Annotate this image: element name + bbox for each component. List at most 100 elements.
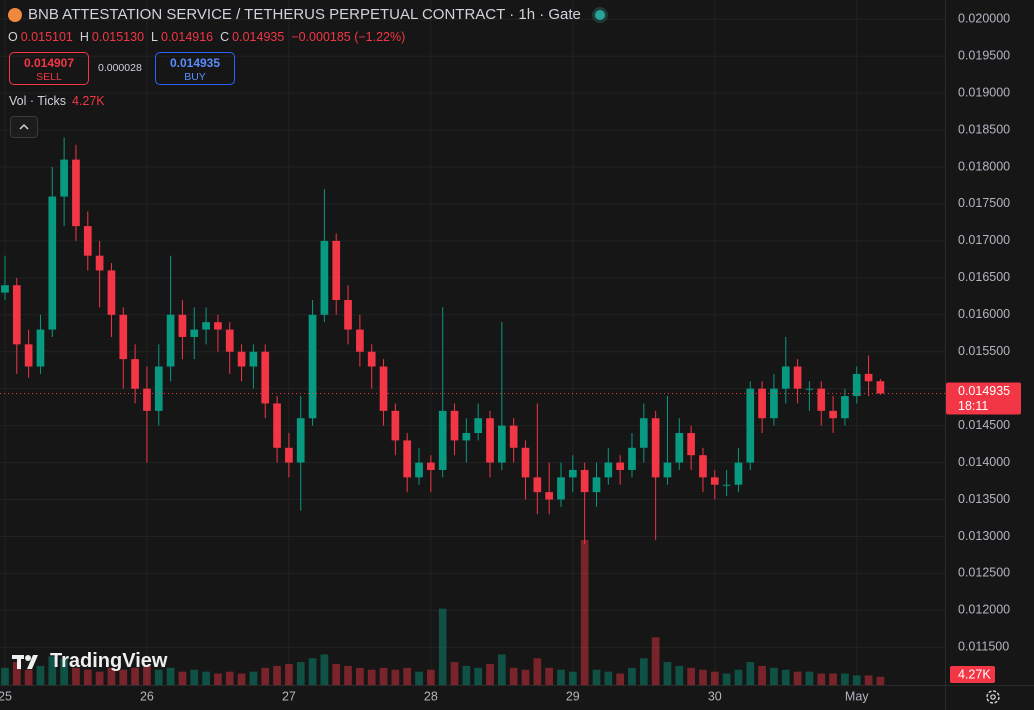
volume-bar bbox=[166, 667, 175, 685]
candle-body bbox=[261, 351, 270, 404]
y-tick-label: 0.018000 bbox=[958, 159, 1010, 173]
candle-body bbox=[95, 255, 104, 271]
volume-bar bbox=[308, 658, 317, 685]
candle-body bbox=[486, 418, 494, 463]
collapse-icon bbox=[19, 123, 29, 130]
volume-bar bbox=[616, 673, 624, 685]
candle-body bbox=[107, 270, 116, 315]
candle-body bbox=[36, 329, 45, 367]
volume-bar bbox=[48, 656, 57, 685]
volume-bar bbox=[687, 667, 695, 685]
volume-bar bbox=[829, 673, 837, 685]
volume-bar bbox=[143, 665, 151, 685]
candle-body bbox=[143, 388, 151, 411]
y-tick-label: 0.020000 bbox=[958, 12, 1010, 26]
candle-body bbox=[722, 484, 731, 486]
volume-bar bbox=[509, 667, 518, 685]
y-tick-label: 0.019000 bbox=[958, 85, 1010, 99]
y-tick-label: 0.012000 bbox=[958, 603, 1010, 617]
y-tick-label: 0.013000 bbox=[958, 529, 1010, 543]
ohlc-key: O bbox=[8, 30, 18, 44]
volume-bar bbox=[604, 671, 613, 685]
volume-bar bbox=[450, 662, 459, 685]
candle-body bbox=[592, 477, 601, 493]
candle-body bbox=[72, 159, 80, 227]
candle-body bbox=[580, 469, 589, 493]
volume-value: 4.27K bbox=[71, 94, 105, 108]
volume-bar bbox=[699, 669, 707, 685]
volume-bar bbox=[427, 669, 435, 685]
volume-bar bbox=[107, 667, 116, 685]
candle-body bbox=[699, 455, 707, 478]
candle-body bbox=[1, 285, 9, 293]
volume-bar bbox=[202, 671, 210, 685]
symbol-title[interactable]: BNB ATTESTATION SERVICE / TETHERUS PERPE… bbox=[28, 6, 581, 23]
volume-bar bbox=[83, 669, 92, 685]
settings-button[interactable] bbox=[986, 690, 1000, 704]
ohlc-key: H bbox=[79, 30, 89, 44]
volume-bar bbox=[60, 658, 68, 685]
buy-button[interactable]: 0.014935 BUY bbox=[155, 52, 235, 85]
volume-bar bbox=[474, 667, 483, 685]
candle-body bbox=[568, 469, 577, 478]
y-tick-label: 0.016500 bbox=[958, 270, 1010, 284]
candle-body bbox=[249, 351, 258, 367]
candle-body bbox=[12, 285, 21, 345]
candle-body bbox=[438, 410, 447, 470]
volume-bar bbox=[580, 540, 589, 685]
countdown: 18:11 bbox=[958, 399, 988, 413]
sell-button[interactable]: 0.014907 SELL bbox=[9, 52, 89, 85]
volume-bar bbox=[651, 637, 660, 685]
y-tick-label: 0.013500 bbox=[958, 492, 1010, 506]
volume-bar bbox=[237, 673, 246, 685]
candle-body bbox=[379, 366, 388, 411]
ohlc-key: L bbox=[151, 30, 158, 44]
volume-bar bbox=[628, 667, 636, 685]
sell-label: SELL bbox=[36, 71, 62, 83]
candle-body bbox=[356, 329, 364, 352]
x-tick-label: 29 bbox=[566, 689, 580, 703]
volume-bar bbox=[592, 669, 601, 685]
candle-body bbox=[509, 425, 518, 448]
candle-body bbox=[663, 462, 672, 478]
collapse-button[interactable] bbox=[10, 116, 38, 138]
candle-body bbox=[190, 329, 199, 337]
candle-body bbox=[497, 425, 506, 463]
x-tick-label: 26 bbox=[140, 689, 154, 703]
status-dot bbox=[594, 9, 605, 20]
candle-body bbox=[474, 418, 483, 434]
volume-bar bbox=[864, 675, 873, 685]
volume-bar bbox=[805, 671, 814, 685]
brand-name: TradingView bbox=[50, 650, 168, 672]
candle-body bbox=[450, 410, 459, 441]
header: BNB ATTESTATION SERVICE / TETHERUS PERPE… bbox=[8, 6, 605, 23]
y-tick-label: 0.012500 bbox=[958, 566, 1010, 580]
ohlc-value: 0.014935 bbox=[232, 30, 285, 44]
volume-bar bbox=[72, 667, 80, 685]
y-tick-label: 0.017500 bbox=[958, 196, 1010, 210]
candle-body bbox=[817, 388, 826, 411]
candle-body bbox=[841, 396, 849, 419]
volume-bar bbox=[356, 667, 364, 685]
candle-body bbox=[521, 447, 530, 478]
buy-label: BUY bbox=[184, 71, 206, 83]
candle-body bbox=[746, 388, 755, 463]
candle-body bbox=[48, 196, 57, 330]
candle-body bbox=[166, 314, 175, 367]
volume-bar bbox=[95, 671, 104, 685]
candle-body bbox=[60, 159, 68, 197]
candle-body bbox=[687, 433, 695, 456]
y-tick-label: 0.014000 bbox=[958, 455, 1010, 469]
ohlc-value: 0.015101 bbox=[20, 30, 73, 44]
volume-bar bbox=[36, 665, 45, 685]
ohlc-value: 0.015130 bbox=[91, 30, 145, 44]
y-tick-label: 0.018500 bbox=[958, 122, 1010, 136]
volume-bar bbox=[545, 667, 554, 685]
volume-bar bbox=[403, 667, 412, 685]
candle-body bbox=[273, 403, 281, 448]
volume-bar bbox=[486, 664, 494, 685]
candle-body bbox=[214, 322, 222, 330]
ohlc-change: −0.000185 (−1.22%) bbox=[291, 30, 406, 44]
candle-body bbox=[332, 240, 341, 301]
volume-bar bbox=[24, 669, 33, 685]
